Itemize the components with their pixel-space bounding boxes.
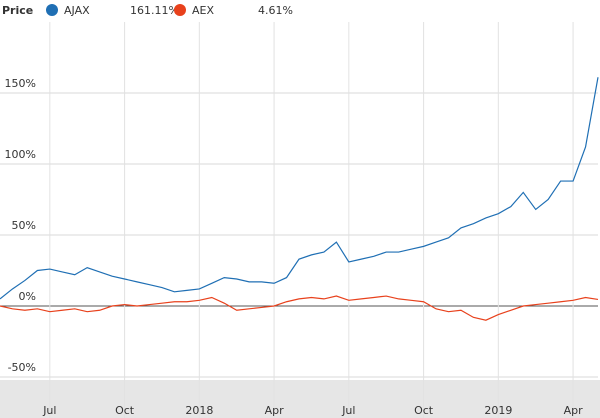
x-tick-label: Apr xyxy=(265,404,285,417)
navigator xyxy=(0,380,600,418)
y-tick-label: 0% xyxy=(19,290,36,303)
legend-value: 161.11% xyxy=(130,4,179,17)
x-tick-label: Oct xyxy=(414,404,434,417)
legend-label[interactable]: AEX xyxy=(192,4,214,17)
x-tick-label: Jul xyxy=(341,404,355,417)
x-tick-label: 2019 xyxy=(484,404,512,417)
x-tick-label: Apr xyxy=(564,404,584,417)
y-tick-label: 50% xyxy=(12,219,36,232)
series-line xyxy=(0,295,599,321)
legend-marker[interactable] xyxy=(174,4,186,16)
legend-marker[interactable] xyxy=(46,4,58,16)
x-tick-label: 2018 xyxy=(185,404,213,417)
legend-value: 4.61% xyxy=(258,4,293,17)
x-tick-label: Oct xyxy=(115,404,135,417)
y-tick-label: 150% xyxy=(5,77,36,90)
y-tick-label: -50% xyxy=(8,361,36,374)
y-tick-label: 100% xyxy=(5,148,36,161)
x-tick-label: Jul xyxy=(42,404,56,417)
legend-title: Price xyxy=(2,4,33,17)
legend-label[interactable]: AJAX xyxy=(64,4,90,17)
series-line xyxy=(0,77,599,300)
